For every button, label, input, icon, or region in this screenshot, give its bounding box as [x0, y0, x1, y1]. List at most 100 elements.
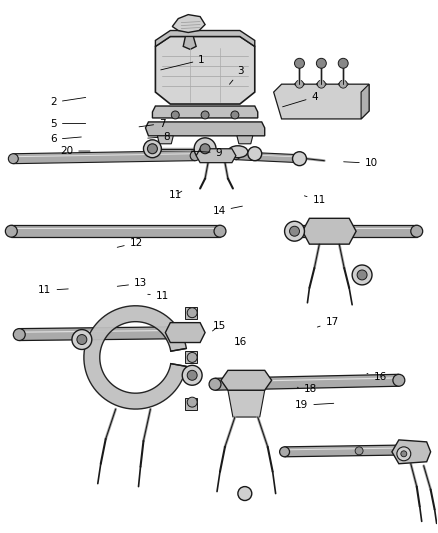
Polygon shape — [11, 225, 220, 237]
Text: 14: 14 — [212, 206, 242, 216]
Text: 2: 2 — [50, 98, 86, 107]
Polygon shape — [165, 322, 205, 343]
Circle shape — [187, 352, 197, 362]
Polygon shape — [183, 33, 196, 50]
Polygon shape — [237, 136, 253, 144]
Polygon shape — [215, 374, 399, 390]
Polygon shape — [13, 153, 195, 157]
Text: 15: 15 — [212, 321, 226, 331]
Circle shape — [201, 111, 209, 119]
Circle shape — [189, 327, 201, 338]
Circle shape — [187, 308, 197, 318]
Polygon shape — [19, 327, 195, 341]
Polygon shape — [172, 14, 205, 33]
Circle shape — [355, 447, 363, 455]
Ellipse shape — [228, 146, 248, 158]
Circle shape — [357, 270, 367, 280]
Polygon shape — [11, 228, 220, 229]
Circle shape — [231, 111, 239, 119]
Text: 7: 7 — [139, 118, 166, 128]
Ellipse shape — [294, 82, 304, 86]
Circle shape — [5, 225, 17, 237]
Polygon shape — [215, 377, 399, 383]
Polygon shape — [285, 447, 417, 450]
Polygon shape — [19, 329, 195, 333]
Text: 20: 20 — [60, 146, 90, 156]
Text: 18: 18 — [297, 384, 317, 394]
Polygon shape — [157, 136, 173, 144]
Circle shape — [338, 58, 348, 68]
Circle shape — [279, 447, 290, 457]
Text: 19: 19 — [295, 400, 334, 410]
Text: 11: 11 — [169, 190, 182, 200]
Text: 16: 16 — [234, 337, 247, 346]
Text: 12: 12 — [117, 238, 143, 248]
Polygon shape — [228, 390, 265, 417]
Text: 11: 11 — [38, 285, 68, 295]
Text: 8: 8 — [148, 132, 170, 142]
Circle shape — [77, 335, 87, 344]
Polygon shape — [285, 445, 417, 457]
Circle shape — [72, 329, 92, 350]
Text: 13: 13 — [117, 278, 147, 288]
Polygon shape — [145, 122, 265, 136]
Circle shape — [209, 378, 221, 390]
Circle shape — [148, 144, 157, 154]
Polygon shape — [185, 307, 197, 319]
Circle shape — [248, 147, 262, 160]
Polygon shape — [13, 151, 195, 164]
Circle shape — [187, 370, 197, 380]
Circle shape — [238, 487, 252, 500]
Text: 9: 9 — [191, 148, 223, 158]
Polygon shape — [155, 30, 255, 46]
Circle shape — [190, 151, 200, 160]
Text: 16: 16 — [367, 372, 387, 382]
Text: 4: 4 — [283, 92, 318, 107]
Circle shape — [352, 265, 372, 285]
Polygon shape — [392, 440, 431, 464]
Circle shape — [296, 155, 304, 163]
Circle shape — [296, 80, 304, 88]
Text: 1: 1 — [161, 55, 205, 70]
Circle shape — [411, 225, 423, 237]
Text: 11: 11 — [148, 290, 169, 301]
Circle shape — [397, 447, 411, 461]
Text: 10: 10 — [344, 158, 378, 168]
Circle shape — [144, 140, 161, 158]
Polygon shape — [152, 106, 258, 118]
Circle shape — [182, 365, 202, 385]
Polygon shape — [274, 84, 369, 119]
Circle shape — [290, 226, 300, 236]
Ellipse shape — [338, 82, 348, 86]
Text: 6: 6 — [50, 134, 81, 144]
Circle shape — [316, 58, 326, 68]
Text: 5: 5 — [50, 118, 86, 128]
Circle shape — [13, 329, 25, 341]
Circle shape — [171, 111, 179, 119]
Circle shape — [289, 225, 300, 237]
Polygon shape — [155, 36, 255, 104]
Polygon shape — [361, 84, 369, 119]
Text: 3: 3 — [230, 66, 244, 84]
Circle shape — [214, 225, 226, 237]
Circle shape — [294, 58, 304, 68]
Text: 17: 17 — [318, 317, 339, 327]
Circle shape — [393, 374, 405, 386]
Polygon shape — [303, 219, 356, 244]
Polygon shape — [236, 152, 300, 163]
Polygon shape — [185, 398, 197, 410]
Circle shape — [339, 80, 347, 88]
Circle shape — [293, 152, 307, 166]
Circle shape — [187, 397, 197, 407]
Polygon shape — [84, 306, 187, 409]
Polygon shape — [294, 228, 417, 229]
Circle shape — [401, 451, 407, 457]
Polygon shape — [236, 154, 300, 157]
Polygon shape — [185, 351, 197, 364]
Circle shape — [318, 80, 325, 88]
Ellipse shape — [316, 82, 326, 86]
Polygon shape — [294, 225, 417, 237]
Circle shape — [200, 144, 210, 154]
Polygon shape — [221, 370, 272, 390]
Circle shape — [194, 138, 216, 160]
